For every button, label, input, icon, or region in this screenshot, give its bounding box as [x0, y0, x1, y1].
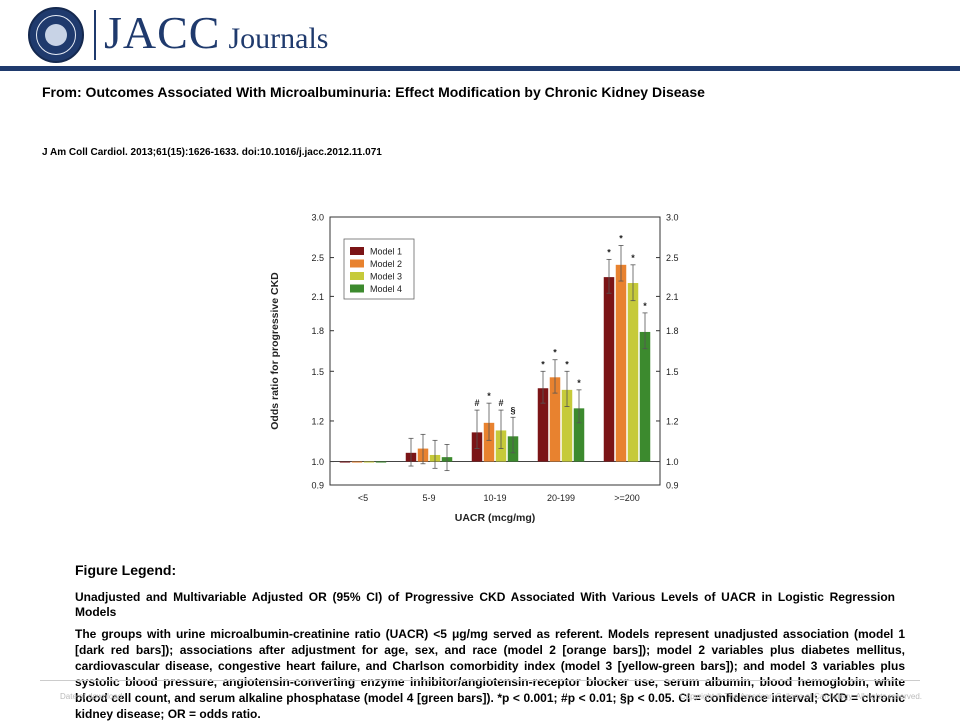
y-tick-label-right: 0.9 [666, 481, 679, 491]
bar [339, 461, 351, 463]
significance-marker: # [474, 398, 479, 408]
y-tick-label-left: 1.8 [311, 326, 324, 336]
significance-marker: * [643, 301, 647, 311]
significance-marker: * [631, 253, 635, 263]
y-tick-label-right: 2.1 [666, 292, 679, 302]
x-tick-label: <5 [358, 493, 368, 503]
y-tick-label-right: 2.5 [666, 253, 679, 263]
y-tick-label-left: 1.2 [311, 416, 324, 426]
seal-core [45, 24, 67, 46]
y-tick-label-right: 1.0 [666, 457, 679, 467]
y-tick-label-right: 3.0 [666, 213, 679, 223]
significance-marker: § [510, 405, 515, 415]
x-tick-label: 20-199 [547, 493, 575, 503]
x-tick-label: 10-19 [483, 493, 506, 503]
legend-label: Model 4 [370, 284, 402, 294]
y-tick-label-left: 1.5 [311, 367, 324, 377]
significance-marker: * [565, 359, 569, 369]
bar [483, 422, 495, 462]
bar [639, 331, 651, 462]
legend-swatch [350, 284, 364, 293]
odds-ratio-chart: 0.9 0.9 1.0 1.0 1.2 1.2 1.5 1.5 1.8 1.8 2.1 2.1 2.5 2… [269, 213, 679, 525]
significance-marker: * [577, 378, 581, 388]
x-tick-label: 5-9 [422, 493, 435, 503]
y-tick-label-left: 3.0 [311, 213, 324, 223]
footer-copyright: Copyright © The American College of Card… [679, 692, 922, 701]
journal-brand: JACC Journals [104, 6, 328, 59]
significance-marker: * [619, 233, 623, 243]
figure-legend-heading: Unadjusted and Multivariable Adjusted OR… [75, 590, 895, 619]
bar [627, 283, 639, 462]
bar [351, 461, 363, 463]
figure-legend-body: The groups with urine microalbumin-creat… [75, 627, 905, 721]
brand-sub: Journals [228, 22, 329, 55]
bar [603, 277, 615, 462]
seal-ring [36, 15, 76, 55]
header-bar [0, 66, 960, 71]
bar [363, 461, 375, 463]
bar [549, 377, 561, 462]
brand-divider [94, 10, 96, 60]
y-tick-label-right: 1.2 [666, 416, 679, 426]
y-tick-label-left: 0.9 [311, 481, 324, 491]
x-tick-label: >=200 [614, 493, 640, 503]
legend-swatch [350, 259, 364, 268]
y-tick-label-left: 1.0 [311, 457, 324, 467]
legend-swatch [350, 247, 364, 255]
y-tick-label-right: 1.5 [666, 367, 679, 377]
significance-marker: * [553, 348, 557, 358]
significance-marker: # [498, 398, 503, 408]
bar [561, 389, 573, 462]
brand-main: JACC [104, 7, 221, 58]
article-citation: J Am Coll Cardiol. 2013;61(15):1626-1633… [42, 147, 382, 158]
y-axis-label: Odds ratio for progressive CKD [269, 272, 281, 430]
legend-label: Model 3 [370, 272, 402, 282]
figure-legend-title: Figure Legend: [75, 562, 177, 578]
bar [375, 461, 387, 463]
y-tick-label-left: 2.1 [311, 292, 324, 302]
journal-header: JACC Journals [0, 0, 960, 68]
y-tick-label-right: 1.8 [666, 326, 679, 336]
significance-marker: * [541, 359, 545, 369]
bar [537, 388, 549, 462]
bar [615, 264, 627, 462]
article-from-title: From: Outcomes Associated With Microalbu… [42, 84, 705, 100]
bar [573, 408, 585, 462]
significance-marker: * [487, 391, 491, 401]
x-axis-label: UACR (mcg/mg) [455, 512, 536, 524]
y-tick-label-left: 2.5 [311, 253, 324, 263]
footer-divider [40, 680, 920, 681]
significance-marker: * [607, 247, 611, 257]
legend-label: Model 2 [370, 259, 402, 269]
legend-swatch [350, 272, 364, 280]
acc-seal-logo [28, 7, 84, 63]
legend-label: Model 1 [370, 247, 402, 257]
footer-download-date: Date of download: [60, 692, 125, 701]
